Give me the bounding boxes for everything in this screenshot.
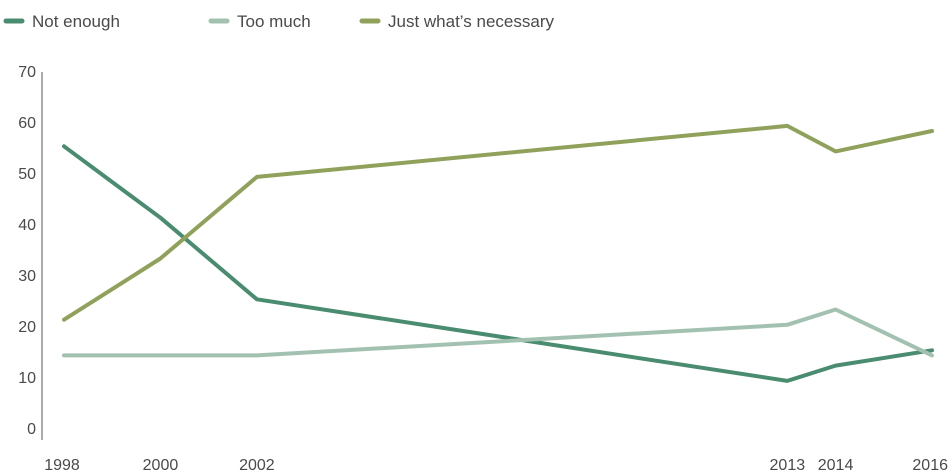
legend: Not enough Too much Just what’s necessary — [3, 12, 554, 31]
y-tick-label: 50 — [18, 166, 36, 183]
x-tick-label: 2013 — [770, 457, 806, 474]
x-tick-label: 2014 — [818, 457, 854, 474]
y-tick-label: 20 — [18, 319, 36, 336]
y-tick-label: 0 — [27, 421, 36, 438]
series-group — [62, 123, 934, 383]
series-line-not-enough — [62, 144, 934, 383]
x-tick-label: 2000 — [143, 457, 179, 474]
y-tick-label: 70 — [18, 64, 36, 81]
y-tick-label: 30 — [18, 268, 36, 285]
legend-label-not-enough: Not enough — [32, 12, 120, 31]
y-tick-label: 40 — [18, 217, 36, 234]
x-axis: 1998 2000 2002 2013 2014 2016 — [44, 457, 948, 474]
y-tick-label: 60 — [18, 115, 36, 132]
series-line-just-what-s-necessary — [62, 123, 934, 322]
x-tick-label: 1998 — [44, 457, 80, 474]
x-tick-label: 2016 — [912, 457, 948, 474]
legend-label-too-much: Too much — [237, 12, 311, 31]
y-tick-label: 10 — [18, 370, 36, 387]
series-line-too-much — [62, 307, 934, 358]
y-axis: 0 10 20 30 40 50 60 70 — [18, 64, 43, 440]
legend-label-just-what-s-necessary: Just what’s necessary — [388, 12, 554, 31]
x-tick-label: 2002 — [239, 457, 275, 474]
